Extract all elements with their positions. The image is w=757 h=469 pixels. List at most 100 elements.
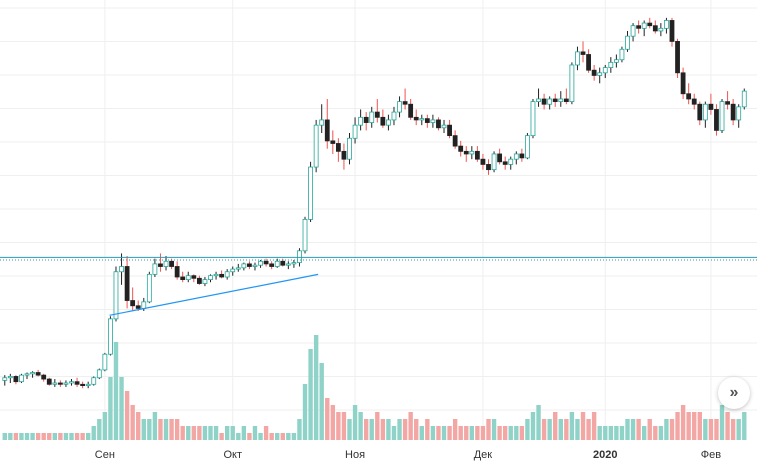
candle-body <box>708 103 714 110</box>
volume-bar <box>158 419 163 440</box>
candle-body <box>180 276 186 280</box>
candle-body <box>63 382 69 385</box>
volume-bar <box>408 412 413 440</box>
grid-layer <box>0 0 757 440</box>
candle-body <box>2 377 8 381</box>
candle-body <box>163 260 169 267</box>
volume-bar <box>202 426 208 440</box>
candle-body <box>113 271 119 320</box>
volume-bar <box>414 419 419 440</box>
volume-bar <box>647 419 652 440</box>
candle-body <box>630 25 636 37</box>
candle-body <box>80 383 86 387</box>
candle-body <box>486 164 491 171</box>
volume-bar <box>586 419 591 440</box>
candle-body <box>736 106 742 121</box>
volume-bar <box>619 426 625 440</box>
candle-body <box>174 266 180 278</box>
candle-body <box>141 301 147 309</box>
candle-body <box>625 35 630 50</box>
candle-body <box>30 372 35 375</box>
volume-bar <box>286 433 291 440</box>
volume-bar <box>569 412 575 440</box>
candle-body <box>124 266 130 301</box>
volume-bar <box>74 433 80 440</box>
candle-body <box>341 150 347 160</box>
volume-bar <box>136 412 141 440</box>
candle-body <box>52 382 58 385</box>
volume-bar <box>47 433 52 440</box>
volume-bar <box>141 419 146 440</box>
candle-body <box>664 20 669 29</box>
candle-body <box>119 266 124 273</box>
volume-bar <box>24 433 30 440</box>
candle-body <box>647 22 653 27</box>
chevrons-right-icon: » <box>729 384 739 401</box>
candle-body <box>419 118 425 121</box>
volume-bar <box>514 426 519 440</box>
volume-bar <box>541 419 547 440</box>
candle-body <box>313 124 319 168</box>
candle-body <box>297 250 302 263</box>
candle-body <box>619 48 625 61</box>
volume-bar <box>547 419 552 440</box>
candle-body <box>335 143 341 152</box>
candle-body <box>85 383 91 387</box>
x-tick-label: Ноя <box>345 449 365 461</box>
candle-body <box>352 124 358 139</box>
volume-bar <box>375 412 380 440</box>
x-tick-label: Окт <box>223 449 242 461</box>
volume-bar <box>658 426 664 440</box>
volume-bar <box>591 412 597 440</box>
candle-body <box>480 158 486 165</box>
volume-bar <box>697 412 702 440</box>
candle-body <box>224 271 230 278</box>
volume-bar <box>13 433 19 440</box>
volume-bar <box>497 426 502 440</box>
volume-bar <box>692 412 697 440</box>
candle-body <box>413 116 419 121</box>
candle-body <box>19 374 24 383</box>
candle-body <box>547 98 553 105</box>
candle-body <box>452 135 458 147</box>
candle-body <box>563 98 569 103</box>
candle-body <box>530 101 536 137</box>
volume-bar <box>263 426 269 440</box>
volume-bar <box>425 419 430 440</box>
candle-body <box>402 101 408 105</box>
volume-bar <box>575 419 580 440</box>
volume-bar <box>291 433 297 440</box>
volume-bar <box>113 342 119 440</box>
candle-body <box>191 275 197 279</box>
candle-body <box>741 90 747 108</box>
volume-bar <box>224 426 230 440</box>
candle-body <box>7 376 13 379</box>
scroll-to-realtime-button[interactable]: » <box>718 377 750 409</box>
volume-bar <box>258 433 263 440</box>
volume-bar <box>675 412 680 440</box>
volume-bar <box>742 412 747 440</box>
volume-bar <box>191 426 197 440</box>
volume-bar <box>236 433 241 440</box>
volume-bar <box>119 377 124 440</box>
volume-bar <box>319 363 324 440</box>
candle-body <box>269 263 275 267</box>
x-tick-label: 2020 <box>593 449 617 461</box>
volume-bar <box>219 433 224 440</box>
volume-bar <box>625 419 630 440</box>
candle-body <box>102 353 108 371</box>
volume-bar <box>341 412 347 440</box>
candle-body <box>219 273 225 278</box>
candle-body <box>580 51 586 55</box>
volume-bar <box>2 433 7 440</box>
candle-body <box>586 54 591 71</box>
candle-body <box>536 98 541 103</box>
candle-body <box>302 218 308 252</box>
volume-bar <box>419 426 424 440</box>
candle-body <box>135 305 141 309</box>
volume-bar <box>486 419 491 440</box>
candle-body <box>330 140 336 144</box>
volume-bar <box>58 433 63 440</box>
